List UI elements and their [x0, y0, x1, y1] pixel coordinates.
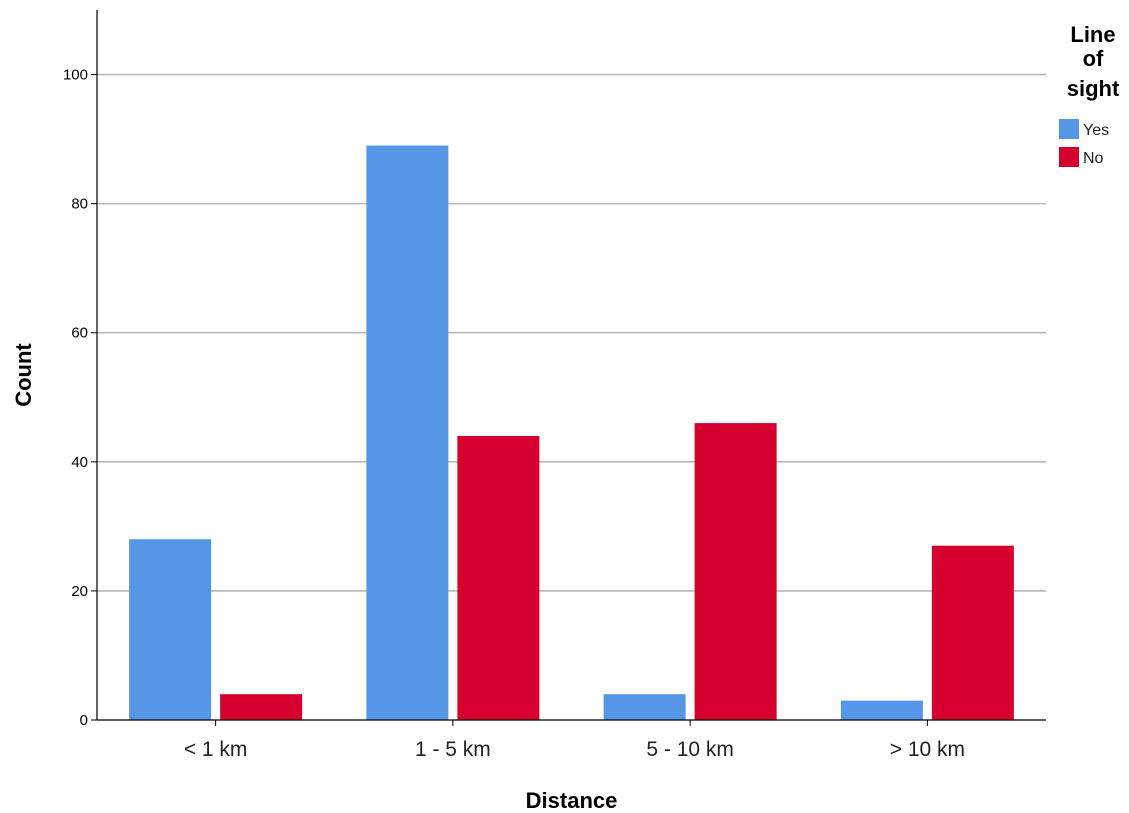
legend-title-line-3: sight [1067, 76, 1120, 101]
y-tick-label-0: 0 [80, 712, 88, 729]
legend-swatch-yes [1059, 119, 1079, 139]
bar-yes-1 [366, 145, 449, 720]
y-tick-label-40: 40 [71, 454, 88, 471]
y-tick-label-60: 60 [71, 325, 88, 342]
x-tick-label-1: 1 - 5 km [415, 738, 491, 761]
x-tick-labels: < 1 km 1 - 5 km 5 - 10 km > 10 km [184, 720, 965, 761]
y-tick-label-80: 80 [71, 196, 88, 213]
bar-no-2 [694, 423, 777, 720]
bar-yes-3 [840, 700, 923, 720]
bar-no-3 [931, 545, 1014, 720]
x-tick-label-2: 5 - 10 km [646, 738, 734, 761]
legend-label-yes: Yes [1083, 122, 1109, 139]
bar-yes-0 [129, 539, 212, 720]
x-tick-label-3: > 10 km [890, 738, 965, 761]
y-tick-label-100: 100 [63, 67, 88, 84]
legend-title-line-2: of [1083, 46, 1104, 71]
bars [129, 145, 1014, 720]
x-tick-label-0: < 1 km [184, 738, 248, 761]
y-tick-labels: 0 20 40 60 80 100 [63, 67, 97, 729]
legend-title-line-1: Line [1070, 22, 1115, 47]
bar-no-1 [457, 436, 540, 720]
gridlines [97, 73, 1046, 592]
legend: Line of sight Yes No [1059, 22, 1120, 167]
y-axis-title: Count [11, 343, 36, 407]
y-tick-label-20: 20 [71, 583, 88, 600]
legend-label-no: No [1083, 150, 1104, 167]
bar-yes-2 [603, 694, 686, 720]
x-axis-title: Distance [526, 788, 618, 813]
bar-no-0 [220, 694, 303, 720]
legend-swatch-no [1059, 147, 1079, 167]
